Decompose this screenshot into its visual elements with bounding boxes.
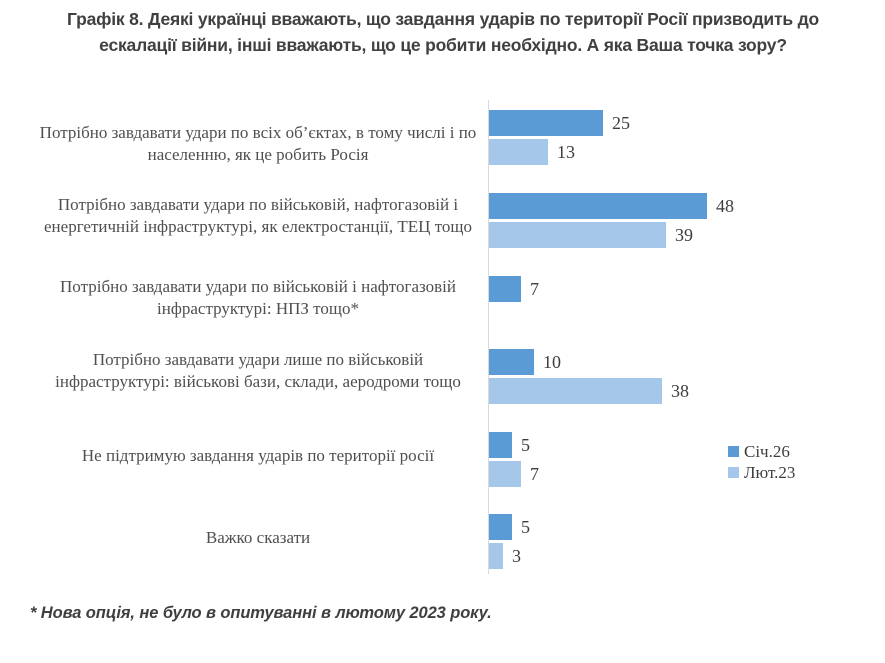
legend-label: Січ.26 <box>744 441 790 461</box>
bar-value-series1: 10 <box>543 352 561 372</box>
bar-series2[interactable] <box>489 461 521 487</box>
category-label: Потрібно завдавати удари по всіх об’єкта… <box>39 123 477 164</box>
category-label: Потрібно завдавати удари лише по військо… <box>55 350 461 391</box>
bar-value-series2: 7 <box>530 464 539 484</box>
chart-title: Графік 8. Деякі українці вважають, що за… <box>67 9 819 55</box>
chart-legend: Січ.26 Лют.23 <box>728 441 795 483</box>
chart-plot-area: Потрібно завдавати удари по всіх об’єкта… <box>0 96 885 576</box>
bar-series2[interactable] <box>489 378 662 404</box>
chart-footnote: * Нова опція, не було в опитуванні в лют… <box>30 604 492 622</box>
bar-series2[interactable] <box>489 139 548 165</box>
bar-series1[interactable] <box>489 276 521 302</box>
bar-value-series1: 5 <box>521 517 530 537</box>
bar-series1[interactable] <box>489 193 707 219</box>
bar-value-series1: 25 <box>612 113 630 133</box>
category-axis-line <box>488 100 489 574</box>
legend-item-series1[interactable]: Січ.26 <box>728 441 795 462</box>
bar-series1[interactable] <box>489 432 512 458</box>
bar-value-series2: 13 <box>557 142 575 162</box>
bar-value-series2: 39 <box>675 225 693 245</box>
category-label: Важко сказати <box>205 528 311 547</box>
bar-series2[interactable] <box>489 222 666 248</box>
bar-value-series1: 7 <box>530 279 539 299</box>
legend-swatch-icon <box>728 467 739 478</box>
legend-swatch-icon <box>728 446 739 457</box>
bar-value-series2: 3 <box>512 546 521 566</box>
bar-series1[interactable] <box>489 110 603 136</box>
category-label: Потрібно завдавати удари по військовій, … <box>44 195 472 236</box>
legend-label: Лют.23 <box>744 462 796 482</box>
bar-value-series1: 48 <box>716 196 734 216</box>
bar-series1[interactable] <box>489 349 534 375</box>
category-label: Не підтримую завдання ударів по територі… <box>81 446 435 465</box>
bar-value-series2: 38 <box>671 381 689 401</box>
legend-item-series2[interactable]: Лют.23 <box>728 462 795 483</box>
bar-series1[interactable] <box>489 514 512 540</box>
category-label: Потрібно завдавати удари по військовій і… <box>60 277 456 318</box>
bar-series2[interactable] <box>489 543 503 569</box>
bar-value-series1: 5 <box>521 435 530 455</box>
